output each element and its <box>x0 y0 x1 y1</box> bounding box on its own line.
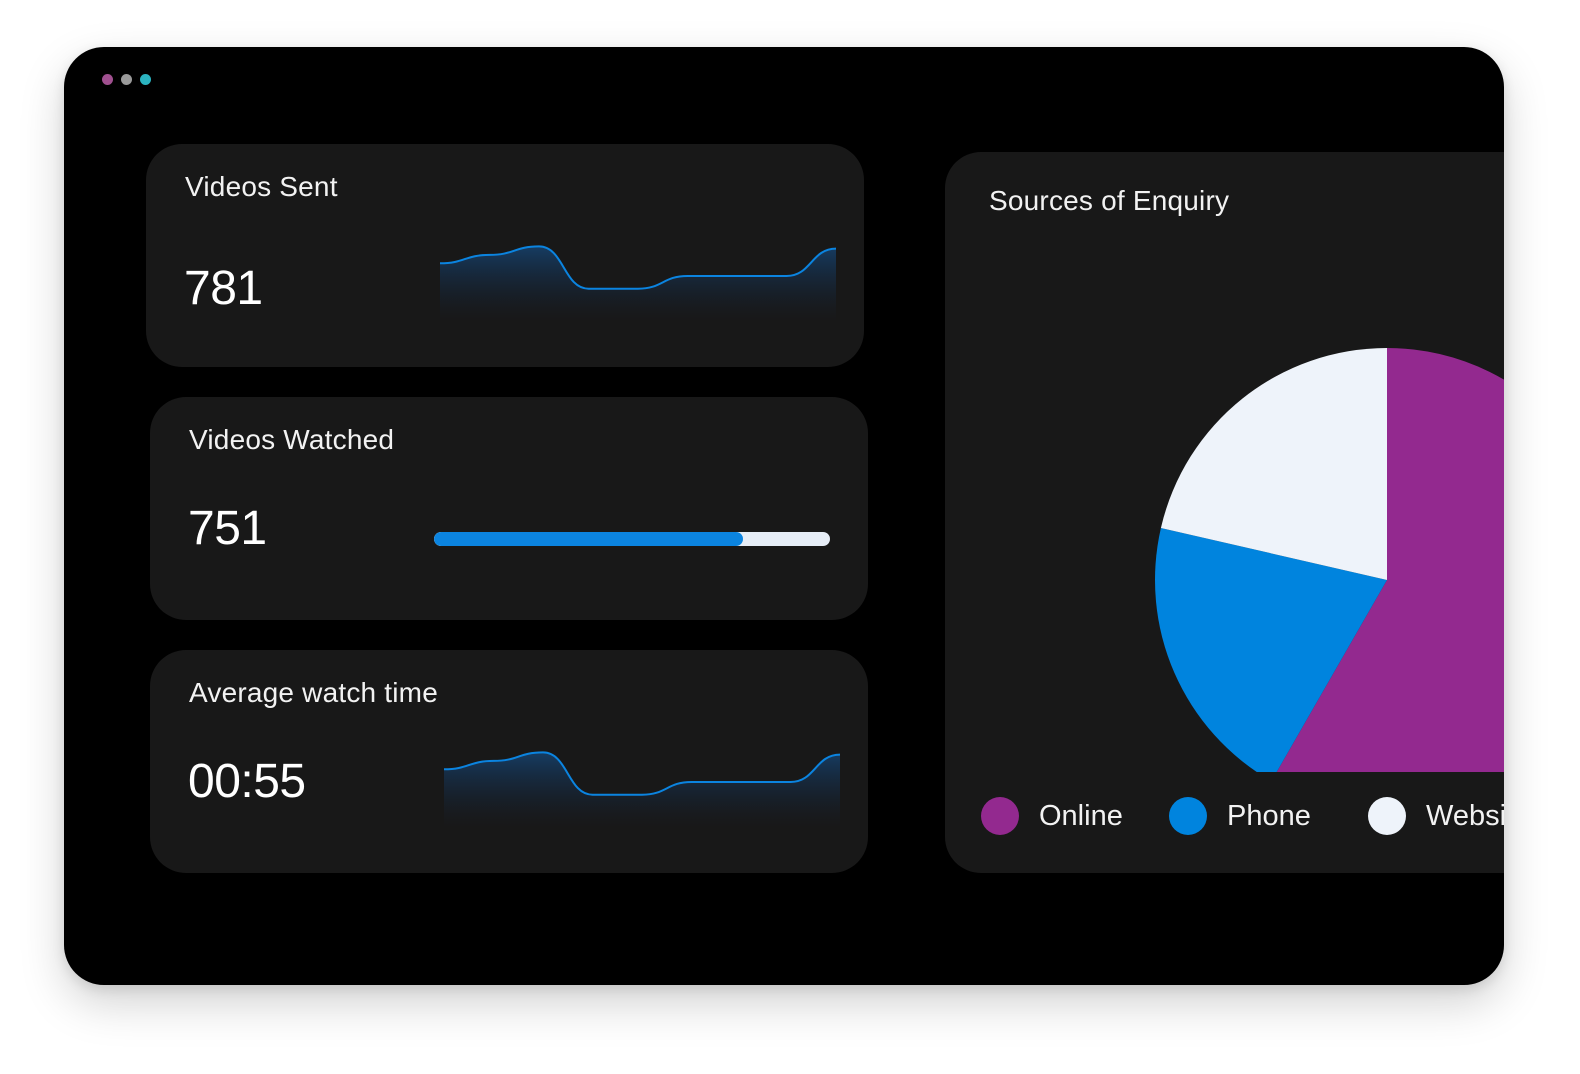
videos-watched-card[interactable]: Videos Watched 751 <box>150 397 868 620</box>
videos-sent-sparkline <box>439 245 837 322</box>
pie-slice-website[interactable] <box>1160 348 1387 580</box>
legend-website-swatch <box>1368 797 1406 835</box>
watched-progress-fill <box>434 532 743 546</box>
average-watch-time-card[interactable]: Average watch time 00:55 <box>150 650 868 873</box>
average-watch-time-sparkline <box>443 751 841 828</box>
dashboard-window: Videos Sent 781 Videos Watched 751 Avera… <box>64 47 1504 985</box>
legend-phone: Phone <box>1169 797 1311 835</box>
legend-online-label: Online <box>1039 799 1123 832</box>
pie-slice-phone[interactable] <box>1155 527 1387 772</box>
videos-sent-value: 781 <box>184 262 263 315</box>
legend-website: Website <box>1368 797 1504 835</box>
legend-website-label: Website <box>1426 799 1504 832</box>
videos-watched-title: Videos Watched <box>189 424 395 455</box>
legend-online-swatch <box>981 797 1019 835</box>
pie-slice-online[interactable] <box>1271 348 1504 772</box>
close-dot[interactable] <box>102 74 113 85</box>
legend-online: Online <box>981 797 1123 835</box>
average-watch-time-title: Average watch time <box>189 677 438 708</box>
sparkline-area <box>444 752 840 828</box>
maximize-dot[interactable] <box>140 74 151 85</box>
sparkline-area <box>440 246 836 322</box>
minimize-dot[interactable] <box>121 74 132 85</box>
sparkline-line <box>439 245 837 290</box>
window-controls <box>102 74 151 85</box>
sources-of-enquiry-title: Sources of Enquiry <box>989 185 1230 216</box>
enquiry-pie-chart <box>1155 348 1504 772</box>
videos-sent-card[interactable]: Videos Sent 781 <box>146 144 864 367</box>
videos-sent-title: Videos Sent <box>185 171 338 202</box>
legend-phone-swatch <box>1169 797 1207 835</box>
watched-progress-bar <box>434 532 830 546</box>
sparkline-line <box>443 751 841 796</box>
sources-of-enquiry-card[interactable]: Sources of Enquiry Online Phone Website <box>945 152 1504 873</box>
videos-watched-value: 751 <box>188 502 267 555</box>
legend-phone-label: Phone <box>1227 799 1311 832</box>
average-watch-time-value: 00:55 <box>188 755 306 808</box>
